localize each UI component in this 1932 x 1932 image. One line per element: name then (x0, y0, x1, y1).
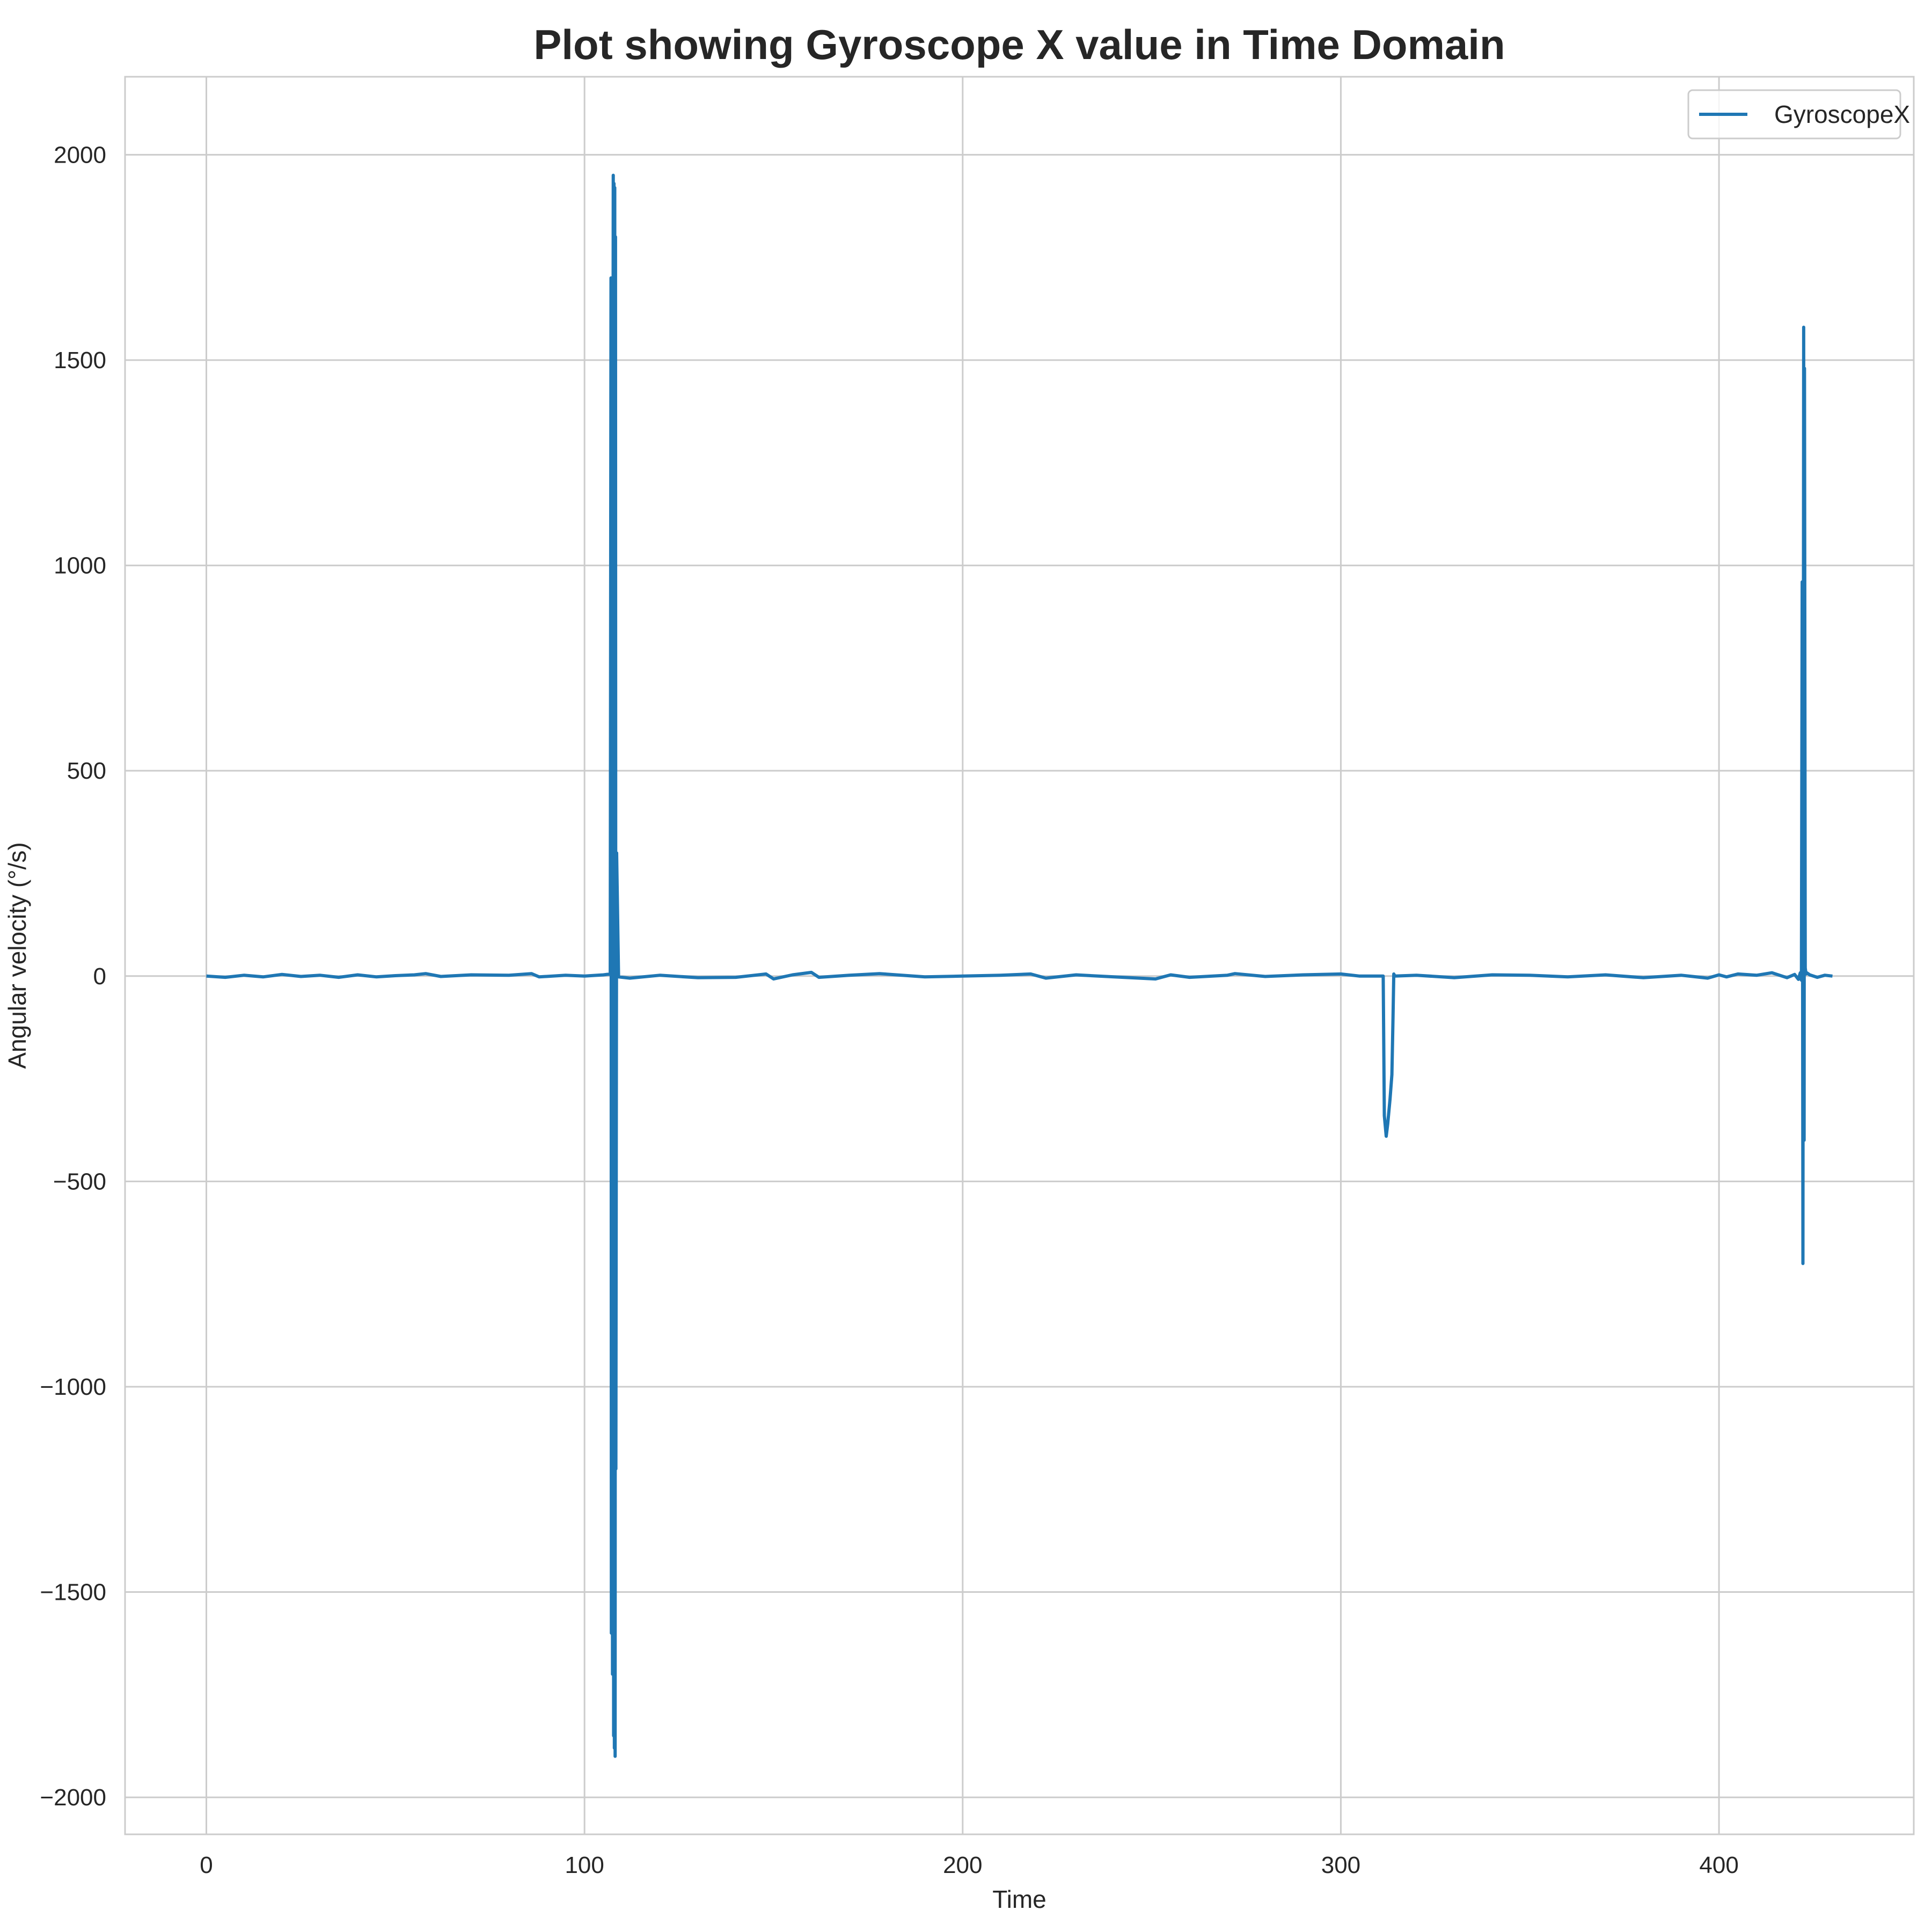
y-axis-label: Angular velocity (°/s) (3, 842, 31, 1069)
y-tick-label: −1000 (40, 1374, 106, 1400)
x-tick-label: 0 (200, 1852, 213, 1878)
y-tick-label: −2000 (40, 1784, 106, 1811)
plot-area (124, 76, 1915, 1835)
series-line-GyroscopeX (206, 173, 1833, 1758)
x-axis-ticks: 0 100 200 300 400 (200, 1852, 1739, 1878)
x-tick-label: 100 (565, 1852, 604, 1878)
y-tick-label: −500 (53, 1168, 106, 1195)
x-tick-label: 200 (943, 1852, 982, 1878)
y-axis-ticks: −2000 −1500 −1000 −500 0 500 1000 1500 2000 (40, 142, 106, 1811)
legend-box (1687, 89, 1901, 140)
grid (125, 77, 1914, 1834)
y-tick-label: 500 (67, 758, 106, 784)
y-tick-label: −1500 (40, 1579, 106, 1606)
x-axis-label: Time (992, 1885, 1046, 1913)
y-tick-label: 2000 (54, 142, 106, 168)
y-tick-label: 1000 (54, 553, 106, 579)
chart-title: Plot showing Gyroscope X value in Time D… (533, 21, 1505, 68)
series-layer (206, 173, 1833, 1758)
x-tick-label: 400 (1699, 1852, 1738, 1878)
legend-label: GyroscopeX (1774, 100, 1910, 128)
y-tick-label: 0 (93, 963, 106, 990)
y-tick-label: 1500 (54, 347, 106, 374)
legend: GyroscopeX (1687, 89, 1910, 140)
x-tick-label: 300 (1321, 1852, 1360, 1878)
